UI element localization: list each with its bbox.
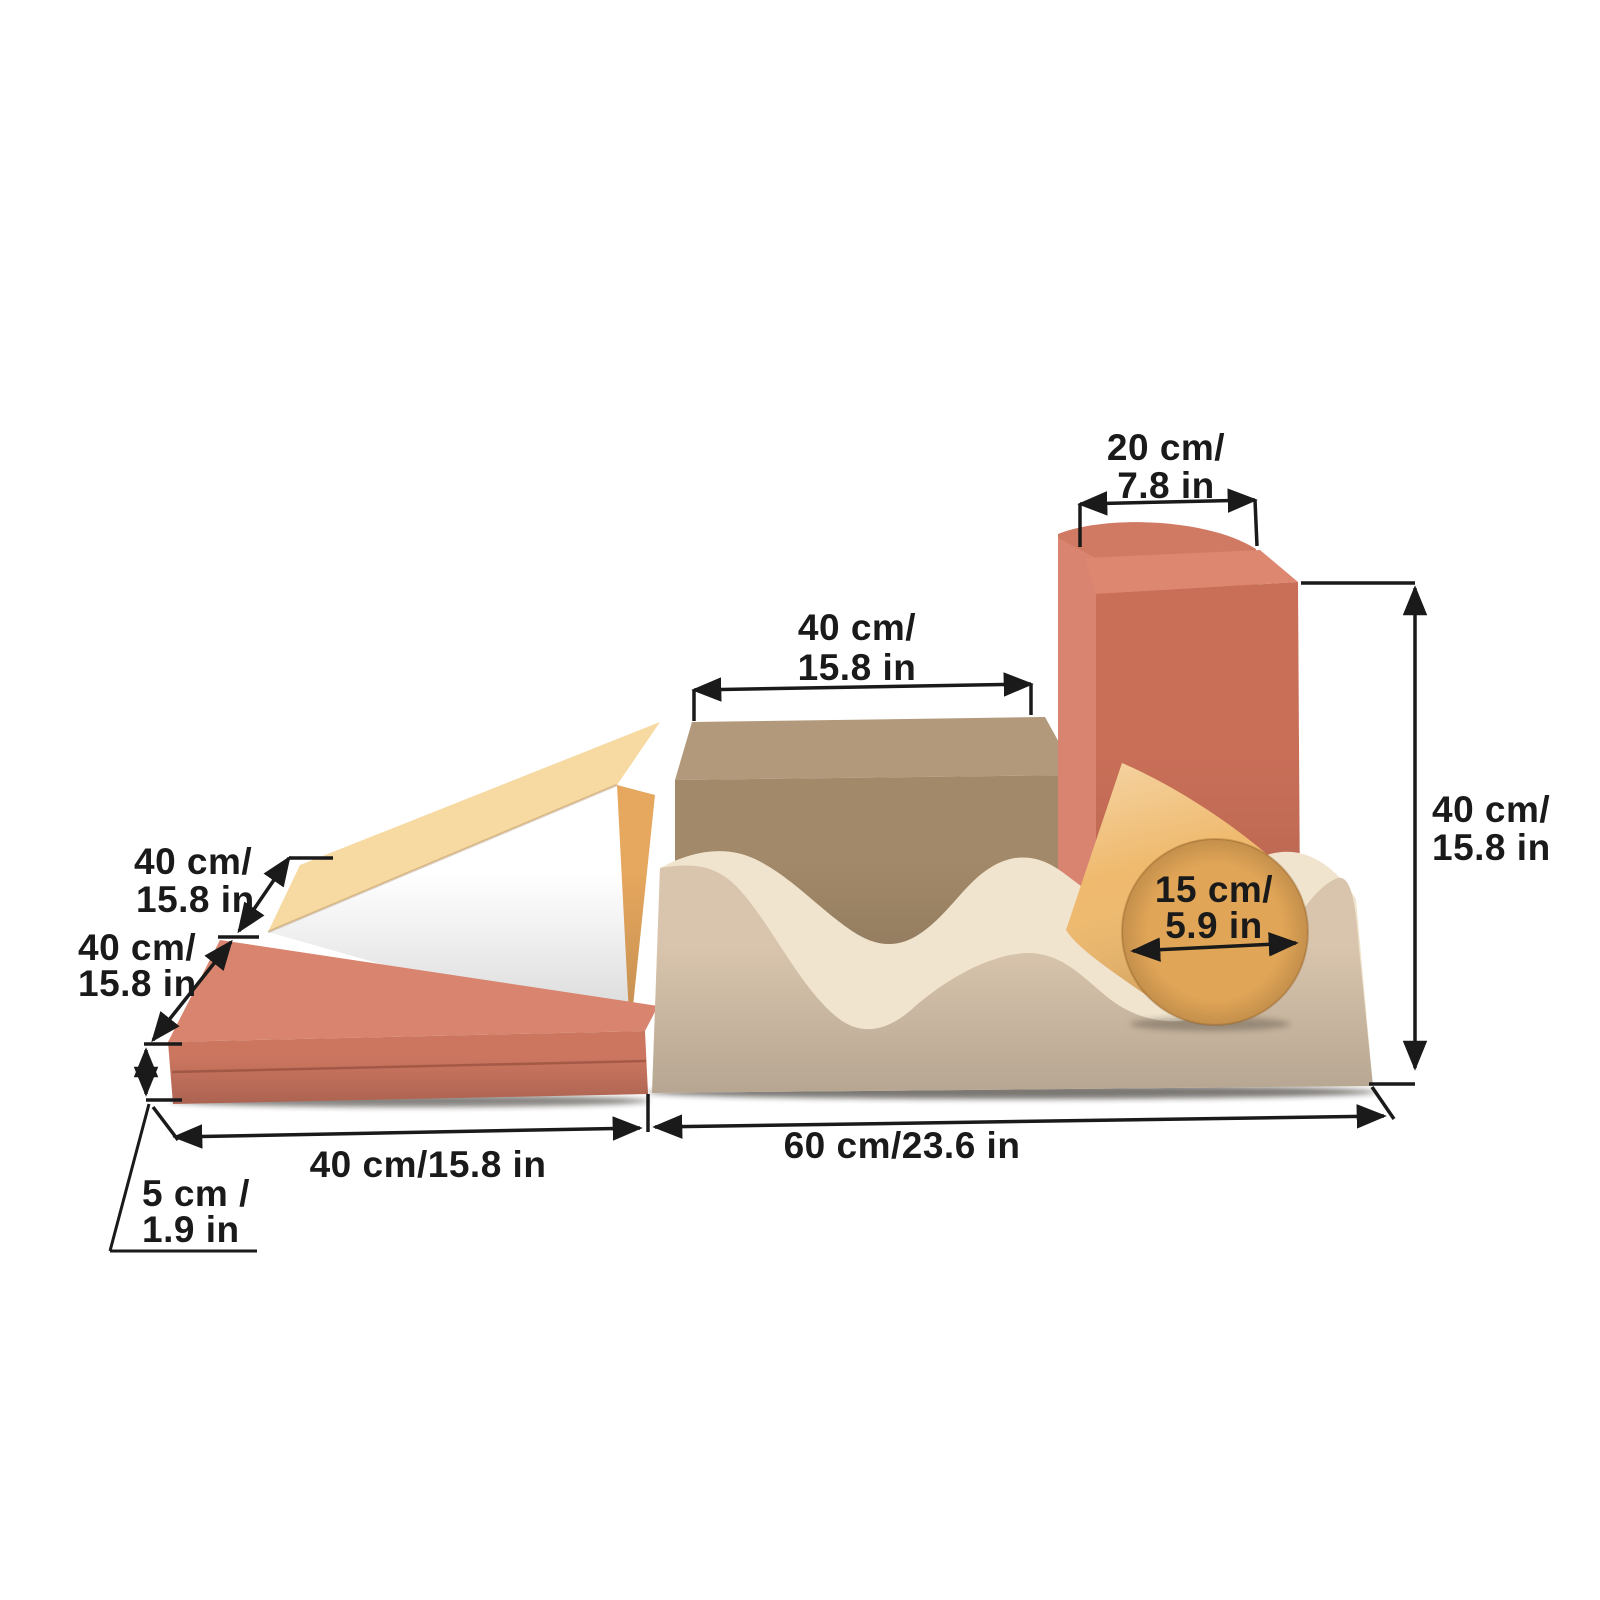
cylinder-cap-rim <box>1121 838 1309 1026</box>
dim-text: 40 cm/ <box>1432 789 1550 830</box>
dim-cylinder-diameter-lines <box>1130 932 1299 962</box>
dim-text: 40 cm/ <box>798 607 916 648</box>
dimension-labels: 40 cm/ 15.8 in 20 cm/ 7.8 in 40 cm/ 15.8… <box>78 427 1551 1250</box>
dim-cylinder-diameter-label: 15 cm/ 5.9 in <box>1155 869 1273 946</box>
dim-text: 5 cm / <box>142 1173 250 1214</box>
column-top-face <box>1085 550 1298 594</box>
wedge-top-face <box>268 722 660 932</box>
dimension-lines <box>108 488 1428 1253</box>
dim-text: 40 cm/15.8 in <box>310 1144 547 1185</box>
shading-overlay <box>268 785 655 1035</box>
dim-cube-width-label: 40 cm/ 15.8 in <box>798 607 917 688</box>
dim-text: 1.9 in <box>142 1209 240 1250</box>
dim-text: 7.8 in <box>1117 465 1215 506</box>
shading-overlay <box>168 1031 648 1104</box>
dim-text: 15.8 in <box>78 963 197 1004</box>
dim-wedge-depth-label: 40 cm/ 15.8 in <box>134 841 255 920</box>
dim-text: 15 cm/ <box>1155 869 1273 910</box>
mat-top-face <box>168 940 658 1042</box>
dim-text: 40 cm/ <box>78 927 196 968</box>
mat-piece <box>168 940 658 1104</box>
dim-wedge-depth-lines <box>218 855 333 939</box>
dim-mat-width-label: 40 cm/15.8 in <box>310 1144 547 1185</box>
dim-wave-width-label: 60 cm/23.6 in <box>784 1125 1021 1166</box>
wedge-piece <box>267 722 660 1035</box>
dim-text: 60 cm/23.6 in <box>784 1125 1021 1166</box>
dim-mat-depth-label: 40 cm/ 15.8 in <box>78 927 197 1004</box>
dim-text: 5.9 in <box>1165 905 1263 946</box>
dim-cube-width-lines <box>691 672 1034 721</box>
dim-text: 15.8 in <box>136 879 255 920</box>
dim-column-width-lines <box>1077 488 1259 547</box>
dim-mat-thickness-label: 5 cm / 1.9 in <box>142 1173 250 1250</box>
dim-column-height-label: 40 cm/ 15.8 in <box>1432 789 1551 868</box>
dim-text: 40 cm/ <box>134 841 252 882</box>
wedge-crease <box>267 783 618 934</box>
cube-top-face <box>675 717 1077 780</box>
dim-mat-depth-lines <box>144 939 233 1046</box>
dim-mat-thickness-lines <box>108 1047 257 1253</box>
dim-column-width-label: 20 cm/ 7.8 in <box>1107 427 1225 506</box>
dim-column-height-lines <box>1301 581 1428 1086</box>
dim-mat-width-lines <box>151 1094 650 1149</box>
shading-overlay <box>652 865 1373 1093</box>
mat-seam <box>171 1059 647 1074</box>
dim-wave-width-lines <box>652 1086 1396 1139</box>
dim-text: 15.8 in <box>1432 827 1551 868</box>
dim-text: 15.8 in <box>798 647 917 688</box>
cylinder-piece <box>1066 763 1309 1031</box>
dim-text: 20 cm/ <box>1107 427 1225 468</box>
